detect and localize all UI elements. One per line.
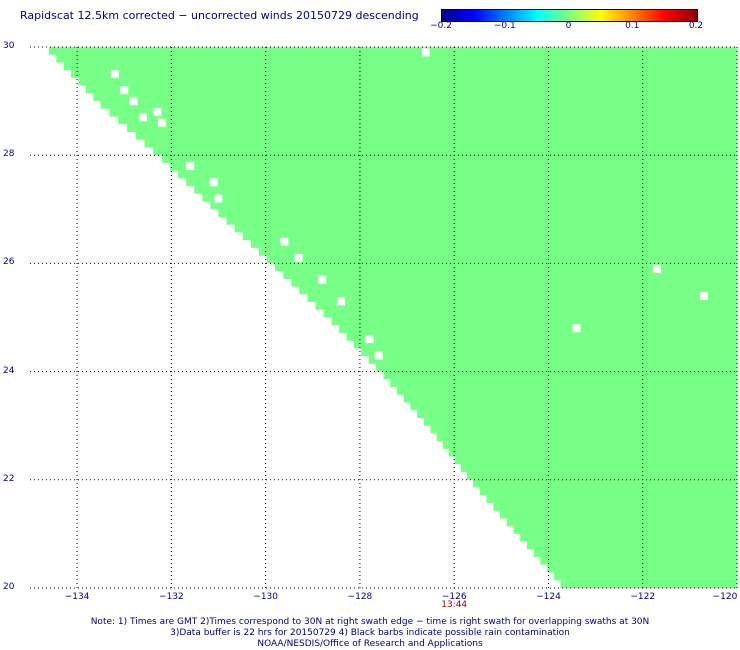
footer-notes: Note: 1) Times are GMT 2)Times correspon… bbox=[0, 617, 740, 650]
latitude-tick-label: 28 bbox=[3, 149, 15, 160]
longitude-tick-label: −134 bbox=[64, 592, 90, 602]
colorbar-tick: −0.2 bbox=[430, 21, 452, 31]
missing-cell bbox=[294, 254, 303, 262]
swath-area bbox=[48, 47, 737, 588]
missing-cell bbox=[337, 297, 346, 306]
footer-credit: NOAA/NESDIS/Office of Research and Appli… bbox=[257, 639, 483, 649]
longitude-tick-label: −122 bbox=[630, 592, 656, 602]
colorbar-tick: 0.2 bbox=[688, 21, 704, 31]
longitude-tick-label: −120 bbox=[712, 592, 738, 602]
colorbar-tick: 0 bbox=[565, 21, 572, 31]
missing-cell bbox=[153, 107, 162, 116]
latitude-tick-label: 24 bbox=[3, 365, 15, 376]
footer-note-1: Note: 1) Times are GMT 2)Times correspon… bbox=[90, 617, 650, 627]
longitude-tick-label: −130 bbox=[253, 592, 279, 602]
longitude-tick-label: −132 bbox=[159, 592, 184, 602]
colorbar bbox=[441, 9, 698, 22]
missing-cell bbox=[129, 97, 138, 106]
swath-polygon bbox=[48, 47, 737, 588]
latitude-tick-label: 30 bbox=[3, 41, 15, 51]
missing-cell bbox=[318, 275, 327, 284]
longitude-tick-label: −128 bbox=[347, 592, 373, 602]
missing-cell bbox=[365, 335, 374, 344]
latitude-tick-label: 22 bbox=[3, 473, 15, 484]
missing-cell bbox=[652, 264, 661, 273]
missing-cell bbox=[120, 86, 129, 95]
footer-note-2: 3)Data buffer is 22 hrs for 20150729 4) … bbox=[170, 628, 570, 638]
missing-cell bbox=[700, 291, 708, 300]
missing-cell bbox=[186, 162, 195, 170]
time-label: 13:44 bbox=[441, 600, 468, 610]
missing-cell bbox=[214, 194, 223, 203]
map-title: Rapidscat 12.5km corrected − uncorrected… bbox=[20, 9, 419, 22]
missing-cell bbox=[158, 118, 166, 127]
missing-cell bbox=[209, 178, 218, 187]
missing-cells bbox=[110, 48, 708, 360]
longitude-tick-label: −126 bbox=[441, 592, 467, 602]
colorbar-tick: −0.1 bbox=[493, 21, 516, 31]
latitude-tick-label: 26 bbox=[3, 257, 15, 268]
longitude-tick-label: −124 bbox=[536, 592, 561, 602]
missing-cell bbox=[572, 324, 581, 333]
missing-cell bbox=[280, 237, 289, 246]
missing-cell bbox=[110, 70, 119, 79]
colorbar-tick: 0.1 bbox=[625, 21, 640, 31]
missing-cell bbox=[374, 351, 383, 360]
missing-cell bbox=[139, 113, 148, 122]
latitude-tick-label: 20 bbox=[3, 582, 15, 592]
missing-cell bbox=[421, 48, 430, 57]
